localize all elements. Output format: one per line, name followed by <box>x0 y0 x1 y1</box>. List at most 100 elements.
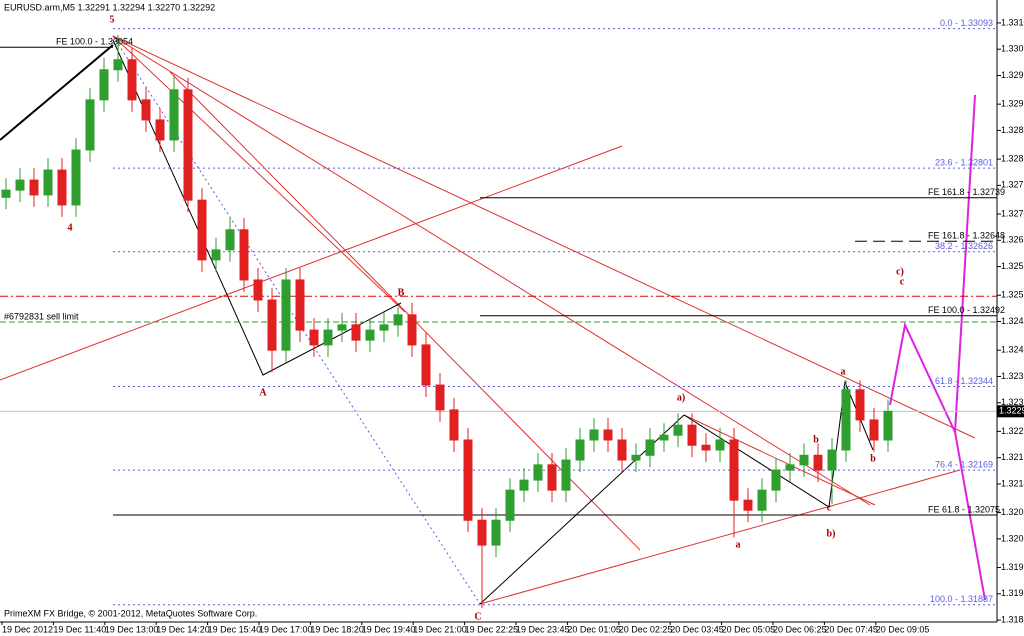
y-tick-label: 1.32935 <box>1001 99 1024 109</box>
candle-body <box>169 89 179 141</box>
trend-line <box>112 35 871 506</box>
wave-label: a <box>736 539 741 550</box>
y-tick-label: 1.32595 <box>1001 261 1024 271</box>
wave-label: A <box>259 387 267 398</box>
candle-body <box>71 149 81 206</box>
candle-body <box>85 99 95 151</box>
x-tick-label: 19 Dec 15:40 <box>208 624 262 634</box>
candle-body <box>533 464 543 481</box>
wave-line <box>479 380 874 605</box>
candle-body <box>463 439 473 521</box>
candle-body <box>505 489 515 521</box>
candle-body <box>645 439 655 456</box>
candle-body <box>281 279 291 351</box>
price-label: 1.32292 <box>999 406 1024 416</box>
candle-body <box>561 459 571 491</box>
candle-body <box>15 179 25 191</box>
candle-body <box>855 389 865 421</box>
x-tick-label: 19 Dec 13:00 <box>105 624 159 634</box>
drawings <box>0 35 986 605</box>
candle-body <box>659 434 669 441</box>
y-tick-label: 1.32365 <box>1001 371 1024 381</box>
chart-title: EURUSD.arm,M5 1.32291 1.32294 1.32270 1.… <box>4 2 215 12</box>
candle-body <box>771 469 781 491</box>
y-tick-label: 1.32995 <box>1001 70 1024 80</box>
wave-label: c) <box>896 266 904 277</box>
candle-body <box>225 229 235 251</box>
candle-body <box>1 189 11 198</box>
candles <box>1 34 893 609</box>
x-tick-label: 19 Dec 22:25 <box>465 624 519 634</box>
candle-body <box>351 324 361 341</box>
candle-body <box>575 439 585 461</box>
trend-line <box>0 145 623 381</box>
y-tick-label: 1.32420 <box>1001 345 1024 355</box>
level-label: FE 161.8 - 1.32739 <box>928 187 1005 197</box>
level-label: 38.2 - 1.32626 <box>935 241 993 251</box>
wave-label: c <box>827 502 832 513</box>
y-tick-label: 1.31910 <box>1001 588 1024 598</box>
wave-line <box>0 44 114 141</box>
y-tick-label: 1.32195 <box>1001 452 1024 462</box>
y-tick-label: 1.32140 <box>1001 478 1024 488</box>
y-tick-label: 1.31965 <box>1001 562 1024 572</box>
candle-body <box>883 410 893 441</box>
y-tick-label: 1.33105 <box>1001 17 1024 27</box>
x-tick-label: 19 Dec 2012 <box>2 624 53 634</box>
candle-body <box>729 439 739 501</box>
level-label: FE 100.0 - 1.33054 <box>56 37 133 47</box>
wave-label: b <box>813 434 819 445</box>
candle-body <box>869 419 879 441</box>
trend-line <box>112 35 976 439</box>
candle-body <box>127 59 137 101</box>
wave-label: 5 <box>110 14 115 25</box>
wave-label: C <box>474 611 481 622</box>
candle-body <box>141 99 151 121</box>
x-tick-label: 20 Dec 01:05 <box>567 624 621 634</box>
levels: 0.0 - 1.33093 23.6 - 1.32801 38.2 - 1.3262… <box>0 18 1005 606</box>
level-label: 100.0 - 1.31887 <box>930 594 993 604</box>
y-tick-label: 1.32650 <box>1001 235 1024 245</box>
x-tick-label: 19 Dec 23:45 <box>516 624 570 634</box>
level-label: 76.4 - 1.32169 <box>935 459 993 469</box>
candle-body <box>267 299 277 351</box>
candle-body <box>407 314 417 346</box>
level-label: FE 61.8 - 1.32075 <box>928 504 1000 514</box>
level-label: #6792831 sell limit <box>4 311 79 321</box>
wave-label: a <box>841 366 846 377</box>
candle-body <box>673 424 683 436</box>
candle-body <box>477 519 487 546</box>
candle-body <box>295 279 305 331</box>
x-tick-label: 19 Dec 19:40 <box>362 624 416 634</box>
candle-body <box>435 384 445 411</box>
y-tick-label: 1.32310 <box>1001 397 1024 407</box>
level-label: 0.0 - 1.33093 <box>940 18 993 28</box>
candle-body <box>155 119 165 141</box>
candle-body <box>687 424 697 446</box>
candle-body <box>57 169 67 206</box>
candle-body <box>617 439 627 461</box>
x-tick-label: 19 Dec 11:40 <box>53 624 106 634</box>
candle-body <box>547 464 557 491</box>
x-tick-label: 20 Dec 03:45 <box>670 624 724 634</box>
y-tick-label: 1.32535 <box>1001 290 1024 300</box>
candle-body <box>743 499 753 511</box>
wave-label: B <box>398 287 405 298</box>
x-tick-label: 19 Dec 21:00 <box>413 624 467 634</box>
candle-body <box>393 314 403 326</box>
x-tick-label: 20 Dec 02:25 <box>619 624 673 634</box>
level-label: 23.6 - 1.32801 <box>935 158 993 168</box>
candle-body <box>113 59 123 71</box>
x-tick-label: 19 Dec 14:20 <box>156 624 210 634</box>
trend-line <box>479 469 961 605</box>
y-tick-label: 1.32765 <box>1001 180 1024 190</box>
candle-body <box>799 454 809 466</box>
y-tick-label: 1.31855 <box>1001 614 1024 624</box>
x-tick-label: 19 Dec 18:20 <box>310 624 364 634</box>
candle-body <box>379 324 389 331</box>
y-tick-label: 1.32080 <box>1001 507 1024 517</box>
y-tick-label: 1.32880 <box>1001 125 1024 135</box>
candle-body <box>323 329 333 346</box>
